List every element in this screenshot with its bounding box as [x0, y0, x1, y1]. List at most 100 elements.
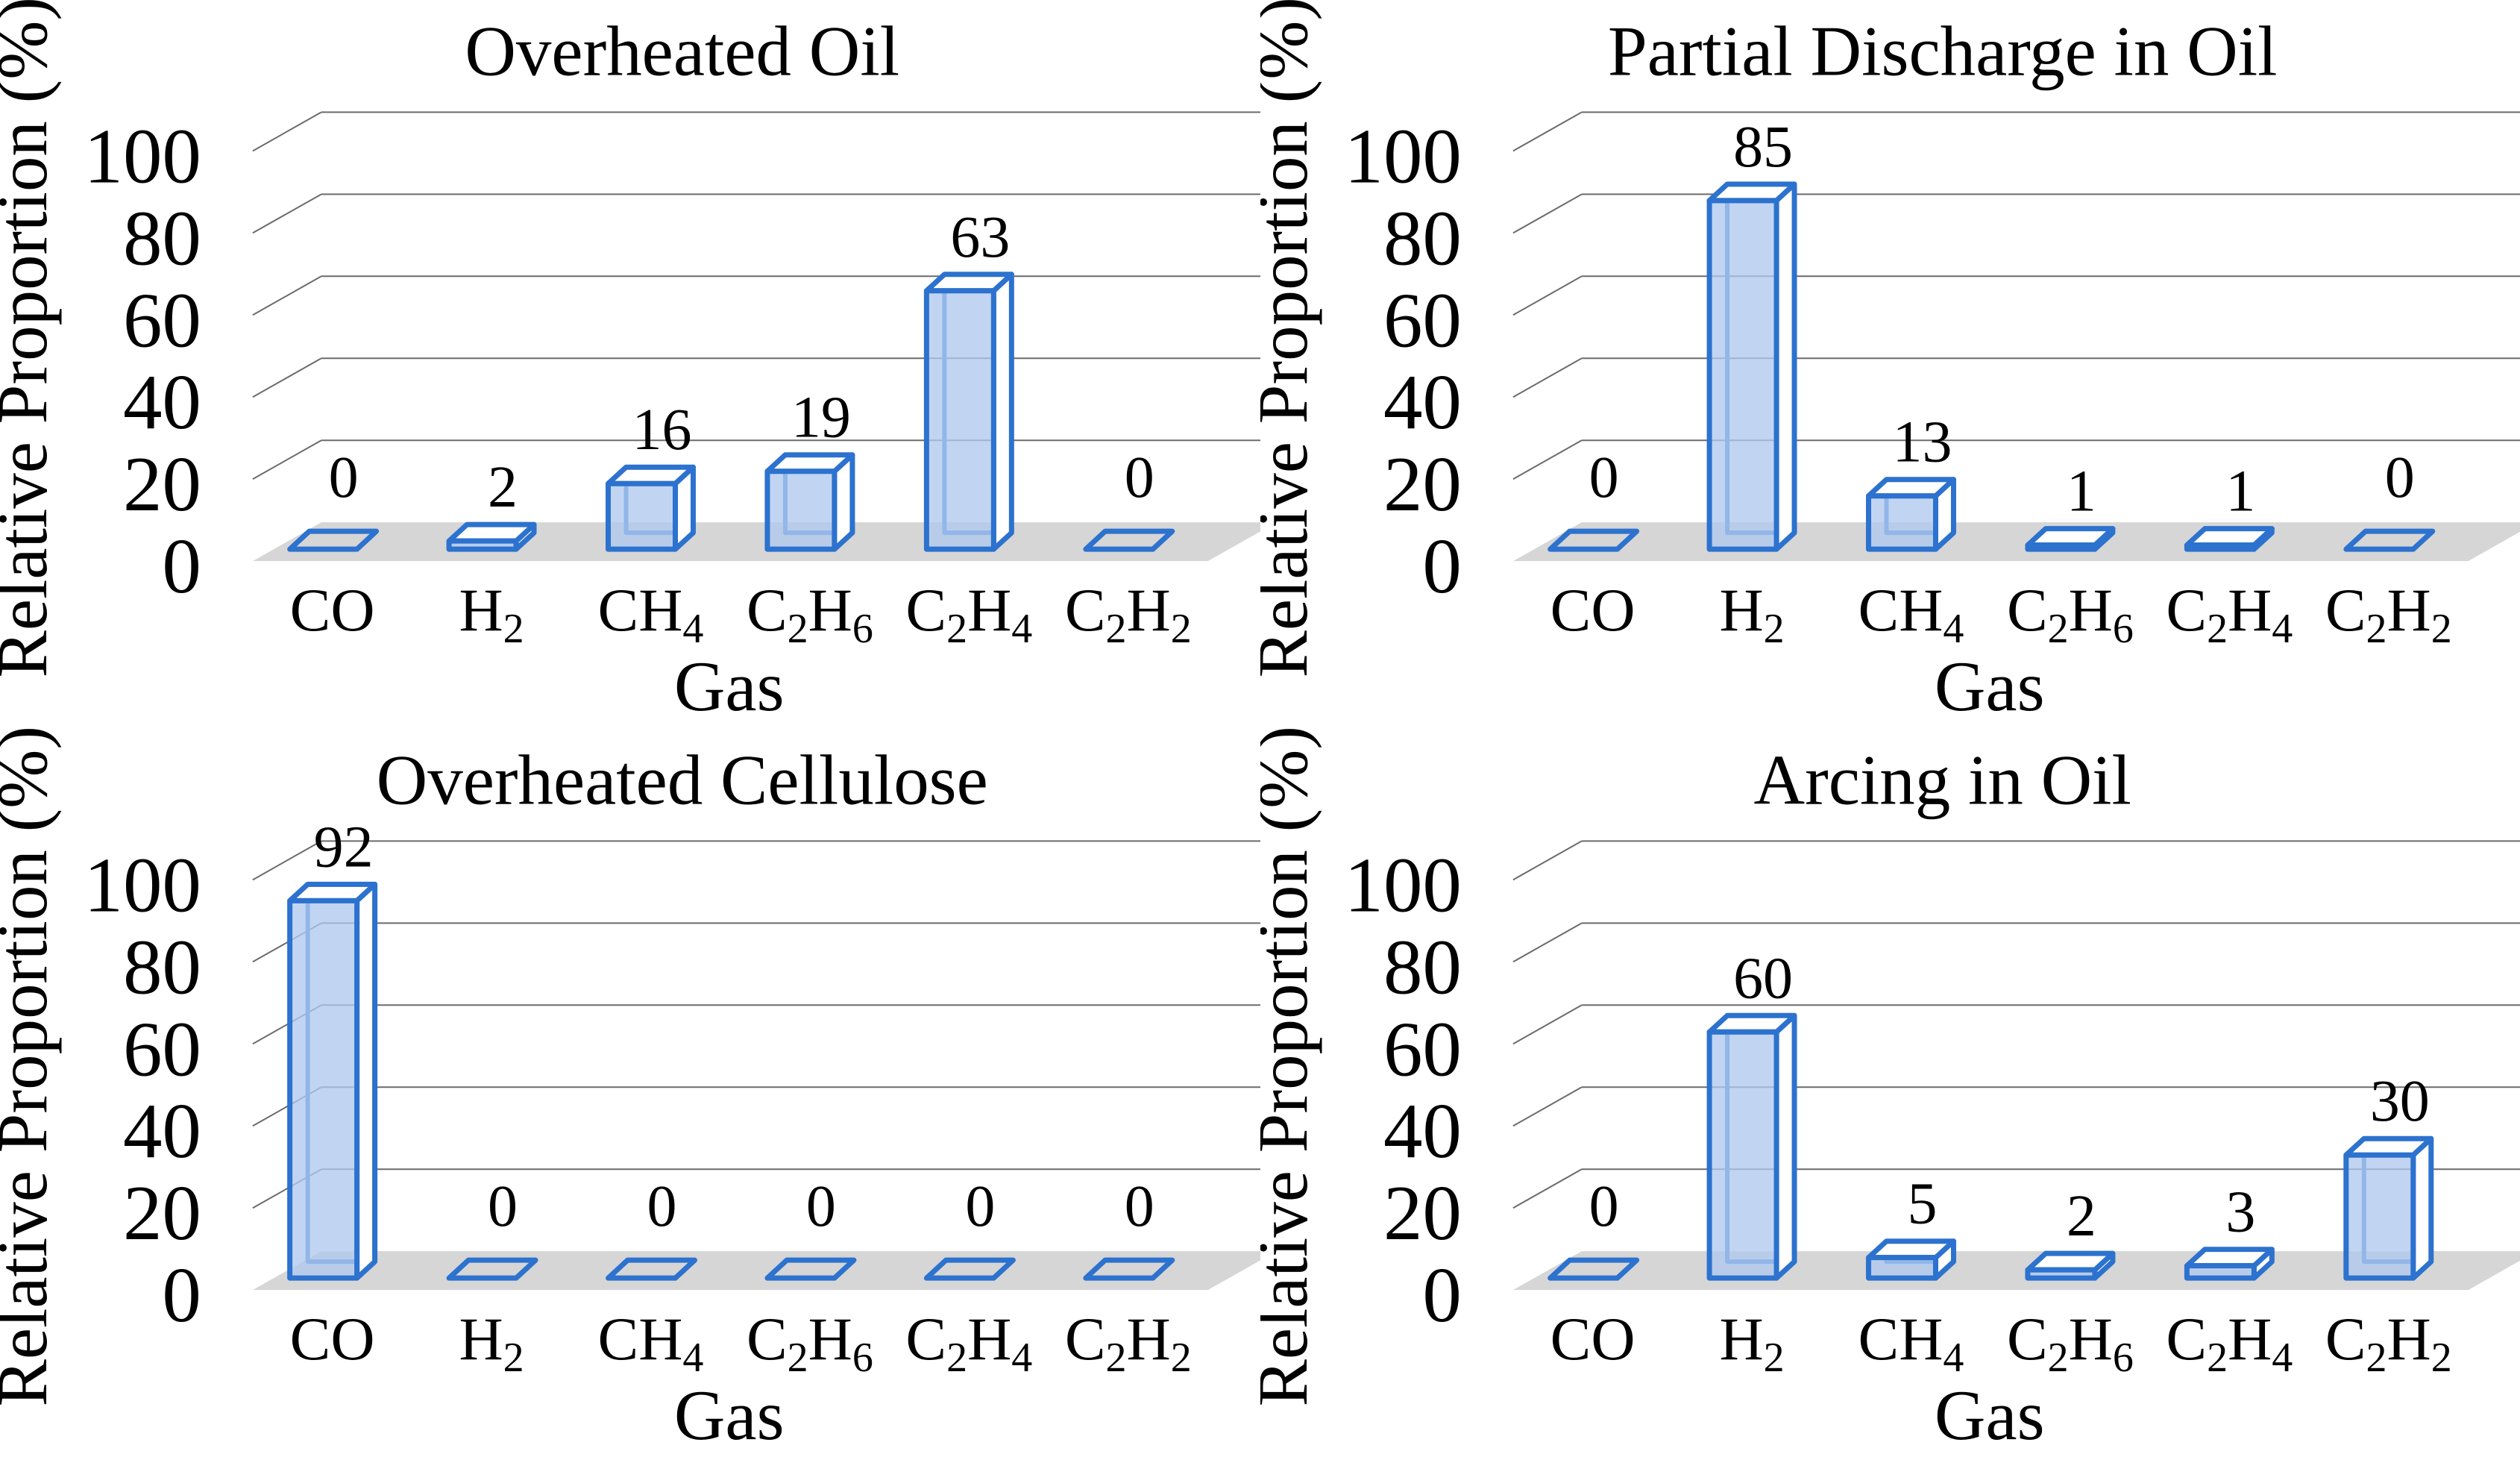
x-category-label: H2	[459, 576, 524, 652]
bar-right-face	[1773, 181, 1797, 552]
x-category-label: C2H4	[2166, 1305, 2293, 1381]
gridline-connector	[1512, 839, 1582, 880]
bar-value-label: 2	[2066, 1183, 2096, 1249]
y-tick-label: 0	[1422, 522, 1461, 610]
y-tick-label: 20	[123, 1169, 201, 1256]
x-category-label: CH4	[1858, 1305, 1964, 1381]
x-axis-title: Gas	[674, 647, 785, 726]
x-category-label: C2H6	[2006, 1305, 2133, 1381]
bar-value-label: 0	[488, 1174, 518, 1239]
y-tick-label: 60	[123, 276, 201, 363]
y-tick-label: 20	[123, 440, 201, 527]
x-category-label: C2H2	[2325, 576, 2451, 652]
gridline-connector	[252, 111, 322, 152]
chart-canvas-1: 0204060801000CO85H213CH41C2H61C2H40C2H2 …	[1260, 0, 2520, 726]
bar-value-label: 85	[1733, 114, 1793, 180]
x-category-label: C2H4	[905, 1305, 1032, 1381]
zero-marker	[1547, 1257, 1639, 1281]
x-category-label: C2H6	[747, 1305, 873, 1381]
bar-3d	[2184, 1246, 2275, 1281]
x-category-label: CO	[1550, 1305, 1635, 1373]
chart-overheated-cellulose: 0 20 40 60 80 100 92 CO 0 H2 0 CH4 0 C2H6 0 C2H4 0 C2H2 O…	[0, 729, 1260, 1457]
x-category-label: C2H2	[1065, 1305, 1192, 1381]
gridline-connector	[252, 839, 322, 880]
chart-partial-discharge-in-oil: 0 20 40 60 80 100 0 CO 85 H2 13 CH4 1 C2H6 1 C2H4 0 C2H2 …	[1260, 0, 2520, 729]
gridline-connector	[1512, 439, 1582, 480]
bar-front-face	[923, 288, 996, 552]
bar-front-face	[2184, 542, 2257, 552]
x-axis-title: Gas	[1934, 647, 2044, 726]
bar-value-label: 0	[329, 445, 359, 510]
bar-3d	[1706, 1012, 1797, 1281]
chart-canvas-3: 0204060801000CO60H25CH42C2H63C2H430C2H2 …	[1260, 729, 2520, 1455]
zero-marker	[2343, 528, 2435, 552]
chart-canvas-0: 0204060801000CO2H216CH419C2H663C2H40C2H2…	[0, 0, 1260, 726]
x-category-label: C2H2	[2325, 1305, 2451, 1381]
x-category-label: C2H6	[2006, 576, 2133, 652]
bar-value-label: 5	[1907, 1171, 1937, 1236]
bar-front-face	[287, 897, 360, 1281]
bar-value-label: 1	[2066, 459, 2096, 524]
x-axis-title: Gas	[674, 1376, 785, 1455]
gridline-connector	[1512, 193, 1582, 234]
bar-right-face	[990, 272, 1014, 552]
y-tick-label: 40	[123, 358, 201, 445]
bar-3d	[1865, 1238, 1956, 1281]
x-category-label: CO	[290, 576, 375, 644]
gridline-connector	[1512, 111, 1582, 152]
bar-value-label: 0	[647, 1174, 676, 1239]
bar-value-label: 0	[1125, 445, 1154, 510]
zero-marker	[287, 528, 380, 552]
bar-front-face	[2343, 1152, 2416, 1281]
bar-front-face	[764, 469, 838, 552]
bar-front-face	[1706, 198, 1779, 552]
gridline-connector	[252, 357, 322, 398]
y-tick-label: 0	[162, 522, 201, 610]
y-tick-label: 60	[1383, 1005, 1461, 1092]
bar-value-label: 0	[1589, 445, 1618, 510]
bar-value-label: 60	[1733, 945, 1793, 1011]
bar-value-label: 16	[632, 397, 692, 463]
bar-front-face	[446, 538, 519, 552]
bar-value-label: 13	[1892, 410, 1952, 475]
chart-arcing-in-oil: 0 20 40 60 80 100 0 CO 60 H2 5 CH4 2 C2H6 3 C2H4 30 C2H2 …	[1260, 729, 2520, 1457]
bar-3d	[2024, 526, 2115, 552]
gridline-connector	[252, 275, 322, 316]
x-category-label: CH4	[1858, 576, 1964, 652]
y-tick-label: 80	[1383, 923, 1461, 1010]
floor-plane	[252, 1250, 1260, 1290]
floor-plane	[252, 522, 1260, 562]
x-category-label: CH4	[598, 1305, 704, 1381]
x-category-label: H2	[459, 1305, 524, 1381]
bar-value-label: 1	[2225, 459, 2255, 524]
x-category-label: CO	[1550, 576, 1635, 644]
bar-value-label: 19	[791, 385, 851, 451]
zero-marker	[1083, 528, 1175, 552]
bar-value-label: 0	[806, 1174, 836, 1239]
y-tick-label: 60	[1383, 276, 1461, 363]
y-tick-label: 100	[84, 841, 201, 928]
chart-title: Overheated Oil	[465, 11, 899, 90]
gridline-connector	[1512, 275, 1582, 316]
x-axis-title: Gas	[1934, 1376, 2044, 1455]
bar-value-label: 0	[2384, 445, 2414, 510]
bar-front-face	[1706, 1029, 1779, 1281]
x-category-label: H2	[1719, 576, 1784, 652]
chart-title: Overheated Cellulose	[377, 740, 988, 819]
y-tick-label: 80	[123, 923, 201, 1010]
zero-marker	[1547, 528, 1639, 552]
bar-3d	[764, 452, 855, 552]
y-axis-title: Relative Proportion (%)	[0, 729, 62, 1407]
y-axis-title: Relative Proportion (%)	[1260, 729, 1322, 1407]
y-tick-label: 0	[162, 1251, 201, 1338]
bar-3d	[2343, 1135, 2433, 1281]
y-tick-label: 20	[1383, 1169, 1461, 1256]
x-category-label: H2	[1719, 1305, 1784, 1381]
bar-right-face	[1773, 1012, 1797, 1281]
y-tick-label: 100	[1344, 841, 1461, 928]
bar-value-label: 0	[965, 1174, 995, 1239]
